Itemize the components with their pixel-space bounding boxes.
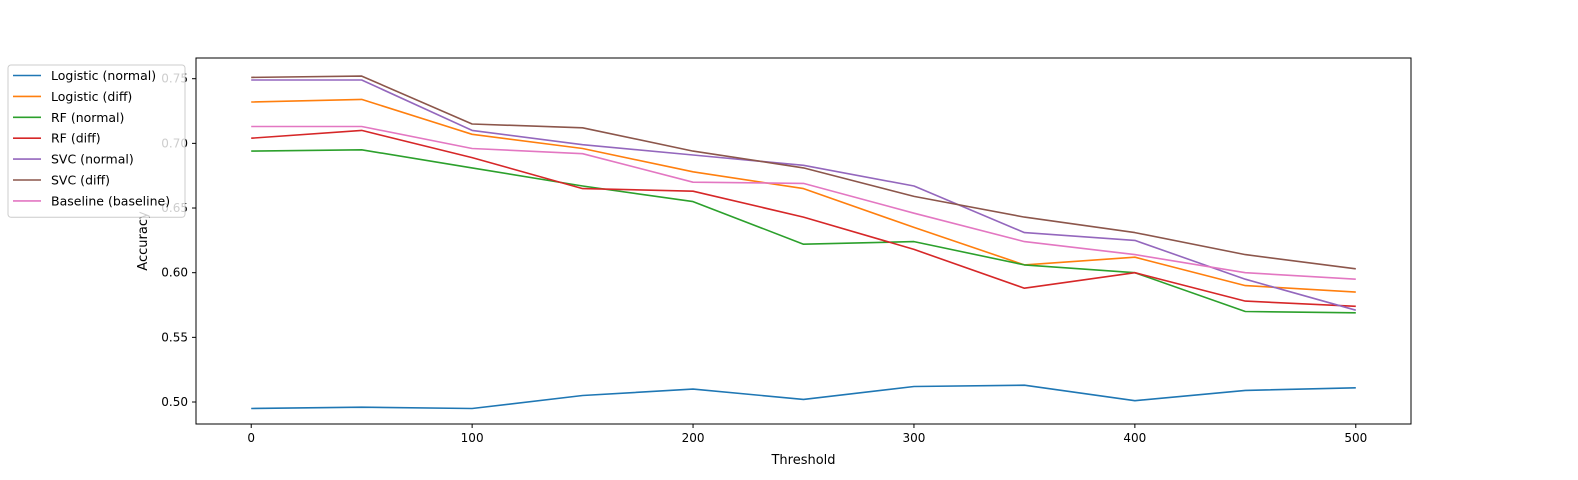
legend: Logistic (normal) Logistic (diff) RF (norm… — [7, 64, 186, 218]
legend-label: RF (normal) — [51, 110, 124, 125]
legend-entry: Logistic (diff) — [13, 89, 132, 104]
x-tick-label: 400 — [1123, 431, 1146, 445]
legend-entry: SVC (diff) — [13, 173, 110, 188]
legend-label: Logistic (normal) — [51, 68, 156, 83]
legend-entry: SVC (normal) — [13, 152, 134, 167]
y-tick-label: 0.55 — [161, 330, 188, 344]
legend-entry: RF (diff) — [13, 131, 101, 146]
y-tick-label: 0.50 — [161, 395, 188, 409]
x-tick-label: 300 — [903, 431, 926, 445]
legend-box — [7, 64, 186, 218]
x-tick-label: 100 — [461, 431, 484, 445]
series-line-logistic-normal — [251, 384, 1356, 410]
x-tick-label: 500 — [1344, 431, 1367, 445]
series-line-baseline-baseline — [251, 125, 1356, 280]
x-axis-label: Threshold — [770, 453, 835, 468]
legend-entry: Logistic (normal) — [13, 68, 156, 83]
legend-label: SVC (diff) — [51, 173, 110, 188]
legend-label: Baseline (baseline) — [51, 193, 170, 208]
series-line-svc-diff — [251, 75, 1356, 270]
plot-frame — [195, 57, 1412, 425]
series-line-logistic-diff — [251, 98, 1356, 293]
x-tick-label: 0 — [247, 431, 255, 445]
series-line-rf-diff — [251, 129, 1356, 308]
y-tick-label: 0.60 — [161, 266, 188, 280]
legend-label: RF (diff) — [51, 131, 101, 146]
y-axis-label: Accuracy — [136, 211, 151, 271]
series-line-rf-normal — [251, 149, 1356, 314]
legend-entry: Baseline (baseline) — [13, 193, 170, 208]
series-line-svc-normal — [251, 79, 1357, 311]
series-layer — [251, 75, 1357, 410]
legend-label: Logistic (diff) — [51, 89, 132, 104]
x-tick-label: 200 — [682, 431, 705, 445]
legend-label: SVC (normal) — [51, 152, 134, 167]
legend-entry: RF (normal) — [13, 110, 124, 125]
